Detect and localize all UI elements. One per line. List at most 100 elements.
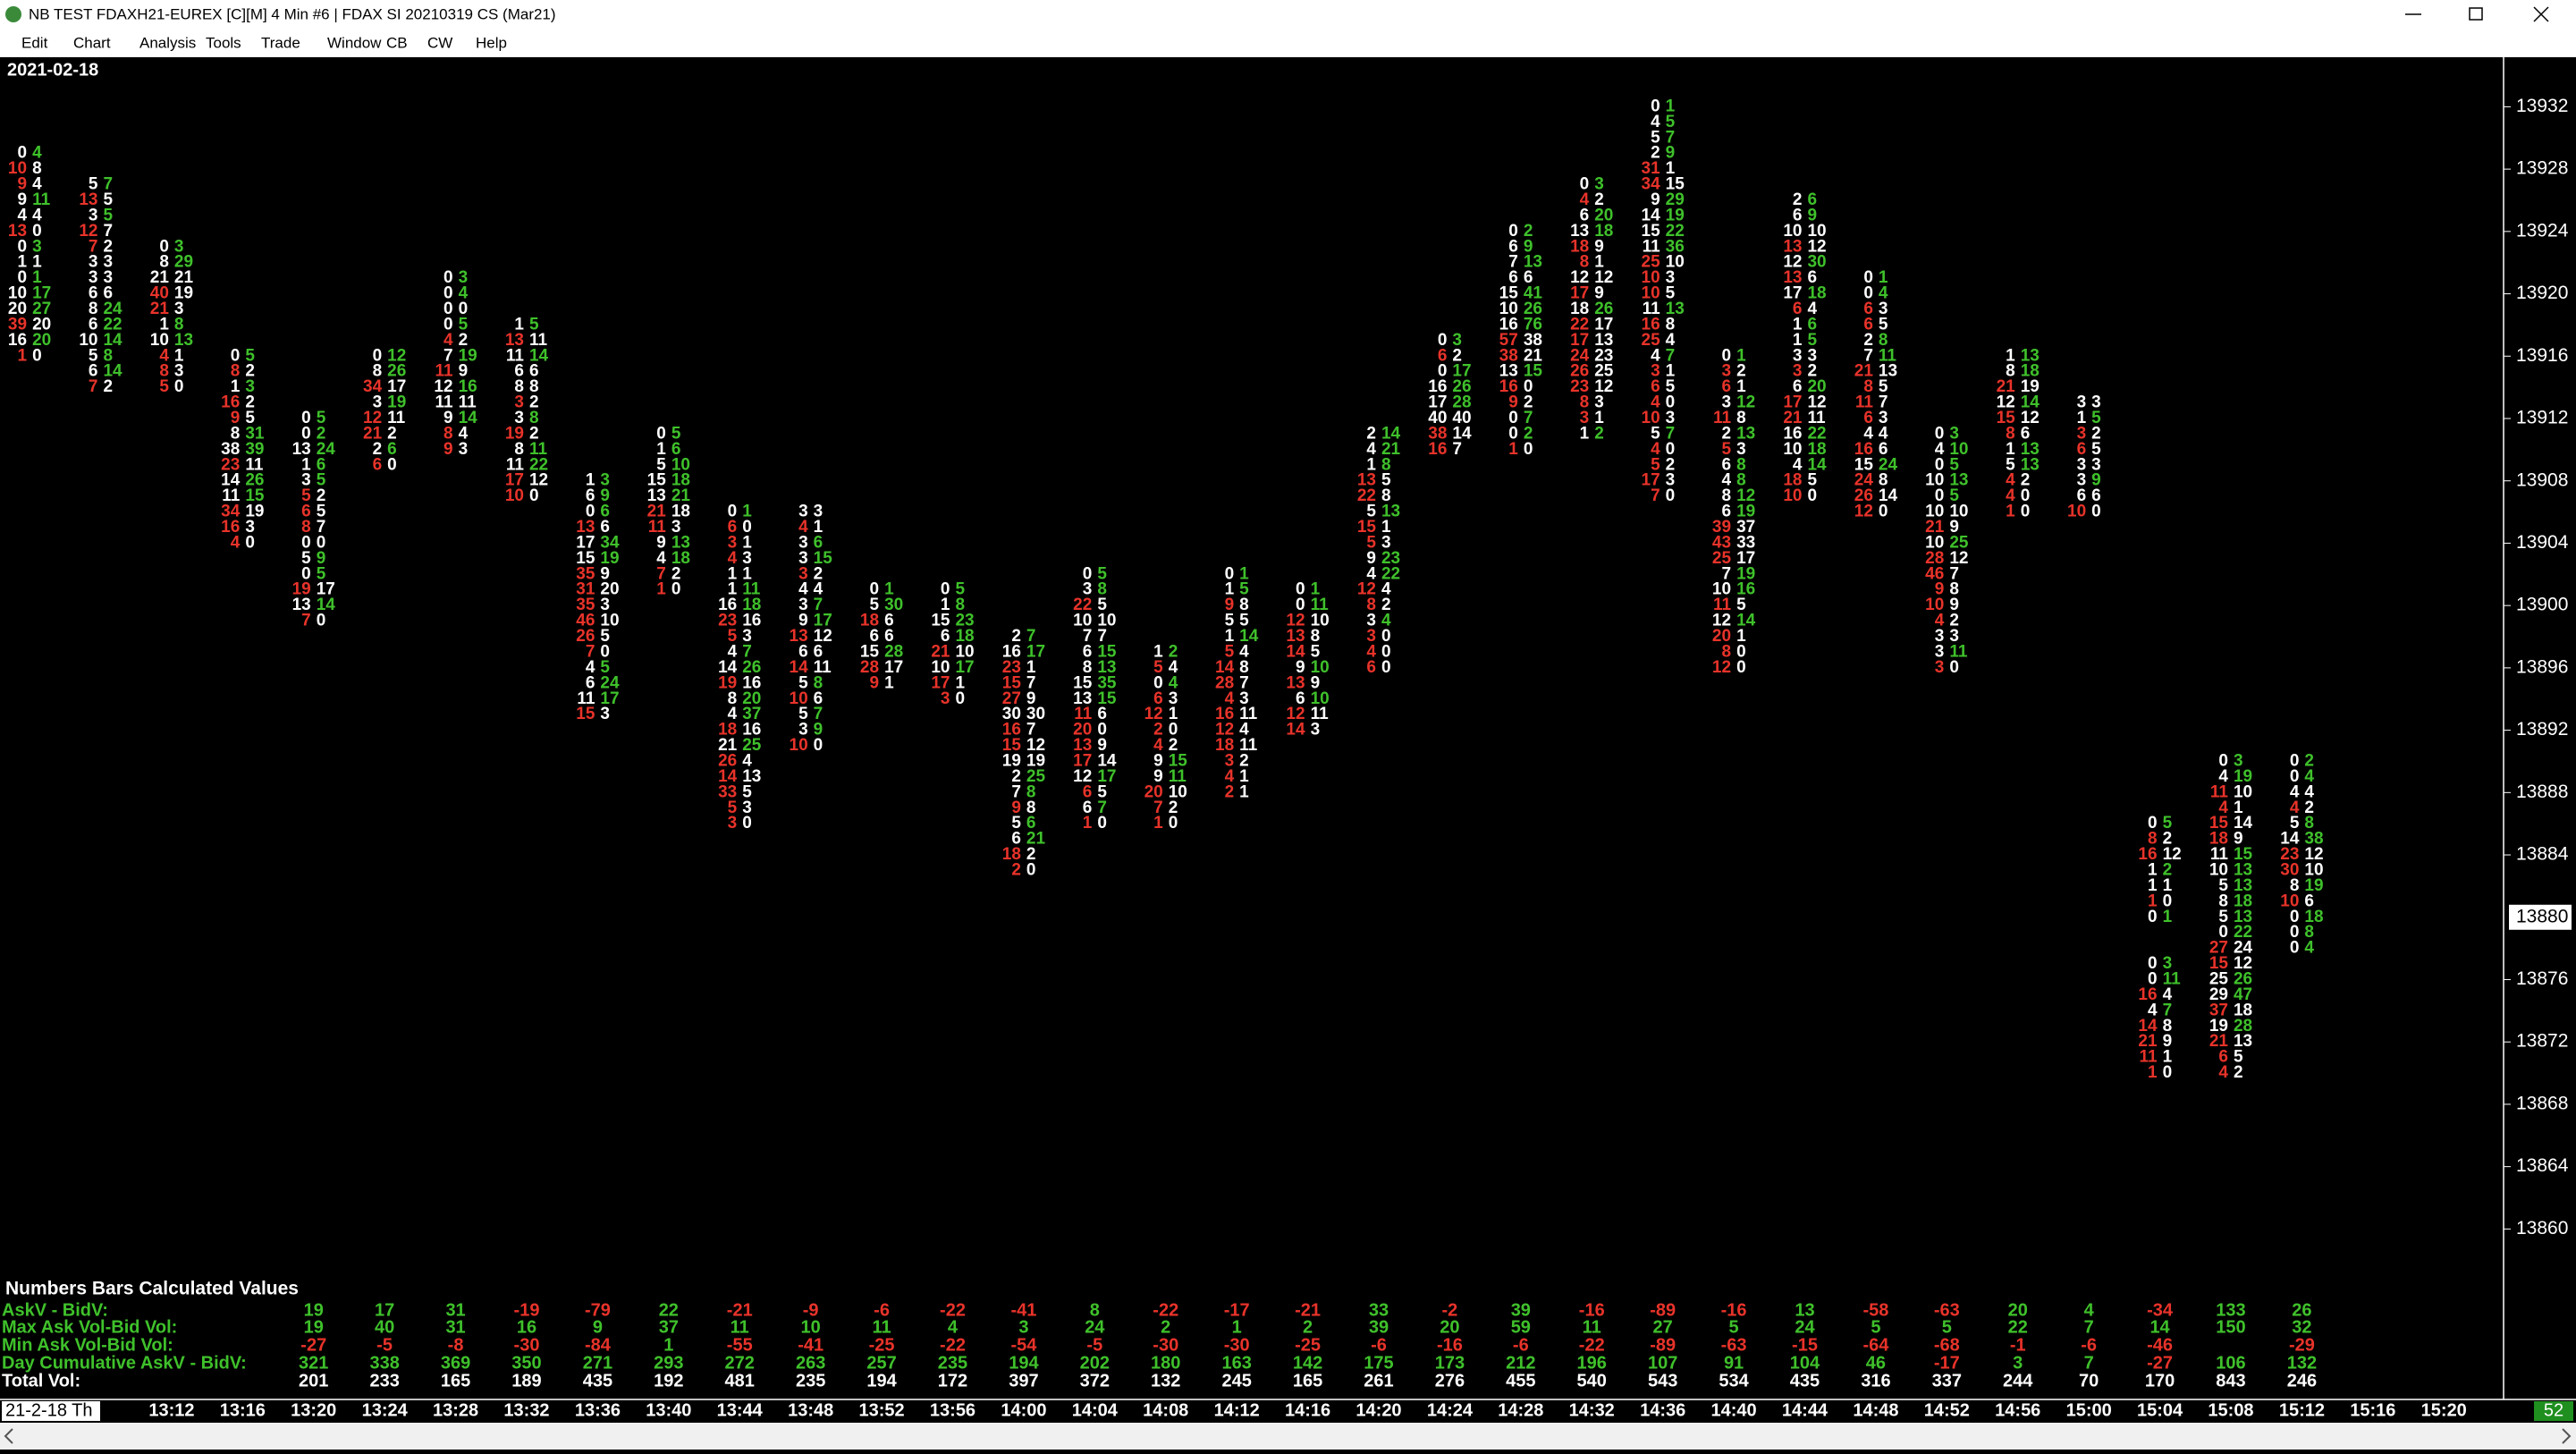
ask-volume: 3	[1879, 409, 1888, 427]
study-value: 33	[1369, 1300, 1389, 1320]
ask-volume: 26	[245, 471, 264, 490]
ask-volume: 14	[459, 409, 478, 427]
bid-volume: 8	[2218, 892, 2228, 910]
ask-volume: 2	[1239, 751, 1249, 770]
menu-item[interactable]: Help	[476, 34, 507, 51]
ask-volume: 14	[529, 346, 549, 365]
close-button[interactable]	[2533, 6, 2549, 22]
bid-volume: 2	[1011, 627, 1021, 646]
bid-volume: 20	[1144, 782, 1163, 801]
bid-volume: 2	[1366, 424, 1376, 443]
ask-volume: 11	[32, 190, 51, 209]
ask-volume: 20	[1594, 206, 1613, 224]
ask-volume: 18	[2304, 908, 2323, 926]
bid-volume: 16	[221, 518, 240, 537]
scroll-right[interactable]	[2562, 1428, 2572, 1444]
ask-volume: 1	[1239, 782, 1249, 801]
menu-item[interactable]: CB	[386, 34, 408, 51]
bid-volume: 24	[1854, 471, 1874, 490]
scroll-left[interactable]	[4, 1428, 13, 1444]
bid-volume: 5	[1651, 128, 1660, 147]
menu-item[interactable]: Chart	[73, 34, 111, 51]
study-value: -30	[1153, 1335, 1178, 1355]
ask-volume: 28	[2234, 1017, 2252, 1036]
ask-volume: 5	[1097, 596, 1107, 614]
bid-volume: 4	[728, 549, 738, 568]
study-value: 4	[948, 1317, 959, 1337]
menu-item[interactable]: Edit	[21, 34, 48, 51]
bid-volume: 0	[2290, 767, 2300, 786]
bid-volume: 13	[8, 222, 27, 241]
ask-volume: 4	[32, 144, 42, 163]
ask-volume: 8	[1949, 580, 1959, 599]
time-label: 15:12	[2279, 1400, 2325, 1420]
scrollbar[interactable]	[0, 1423, 2576, 1450]
ask-volume: 26	[2234, 969, 2252, 988]
restore-button[interactable]	[2469, 7, 2483, 21]
ask-volume: 6	[1097, 705, 1107, 723]
bid-volume: 10	[505, 486, 524, 505]
ask-volume: 6	[1807, 190, 1817, 209]
bid-volume: 3	[1721, 393, 1731, 412]
ask-volume: 3	[1949, 627, 1959, 646]
ask-volume: 2	[1949, 612, 1959, 630]
bid-volume: 22	[1073, 596, 1092, 614]
bid-volume: 1	[1153, 814, 1163, 833]
bid-volume: 0	[1935, 486, 1945, 505]
bid-volume: 1	[1508, 440, 1518, 459]
bid-volume: 10	[2280, 892, 2299, 910]
ask-volume: 17	[955, 658, 974, 677]
bid-volume: 0	[656, 424, 666, 443]
bid-volume: 5	[1225, 612, 1235, 630]
ask-volume: 1	[1311, 580, 1321, 599]
ask-volume: 5	[529, 315, 539, 334]
ask-volume: 9	[1524, 237, 1533, 256]
ask-volume: 0	[1807, 486, 1817, 505]
menu-item[interactable]: CW	[427, 34, 452, 51]
ask-volume: 24	[317, 440, 336, 459]
ask-volume: 9	[1666, 144, 1676, 163]
bid-volume: 30	[2280, 860, 2299, 879]
ask-volume: 16	[742, 721, 761, 740]
bid-volume: 0	[1296, 580, 1305, 599]
ask-volume: 5	[459, 315, 469, 334]
ask-volume: 26	[742, 658, 761, 677]
ask-volume: 6	[884, 627, 894, 646]
bid-volume: 26	[576, 627, 595, 646]
bid-volume: 12	[1997, 393, 2015, 412]
study-value: 233	[369, 1371, 399, 1391]
bid-volume: 4	[231, 533, 241, 552]
time-label: 13:24	[362, 1400, 409, 1420]
ask-volume: 6	[2304, 892, 2314, 910]
ask-volume: 2	[1169, 736, 1178, 755]
bid-volume: 8	[1580, 393, 1590, 412]
menu-item[interactable]: Analysis	[139, 34, 196, 51]
ask-volume: 5	[955, 580, 965, 599]
ask-volume: 13	[2234, 860, 2252, 879]
ask-volume: 3	[174, 237, 184, 256]
ask-volume: 0	[2163, 892, 2173, 910]
bid-volume: 13	[292, 596, 311, 614]
ask-volume: 22	[2234, 923, 2252, 942]
ask-volume: 9	[2091, 471, 2101, 490]
study-value: 132	[2287, 1353, 2317, 1373]
menu-item[interactable]: Tools	[206, 34, 241, 51]
ask-volume: 17	[814, 612, 832, 630]
menu-item[interactable]: Window	[327, 34, 382, 51]
last-price-label: 13880	[2516, 906, 2568, 926]
study-value: 276	[1435, 1371, 1465, 1391]
bar-counter-box	[2534, 1401, 2573, 1421]
bid-volume: 8	[728, 689, 738, 708]
study-value: -22	[1579, 1335, 1605, 1355]
bid-volume: 16	[1499, 315, 1518, 334]
ask-volume: 8	[2304, 923, 2314, 942]
menu-item[interactable]: Trade	[261, 34, 300, 51]
ask-volume: 6	[671, 440, 681, 459]
ask-volume: 7	[1949, 564, 1959, 583]
time-label: 15:00	[2066, 1400, 2112, 1420]
ask-volume: 40	[1452, 409, 1471, 427]
ask-volume: 3	[245, 518, 255, 537]
ask-volume: 12	[1807, 237, 1826, 256]
bid-volume: 7	[1153, 799, 1163, 817]
